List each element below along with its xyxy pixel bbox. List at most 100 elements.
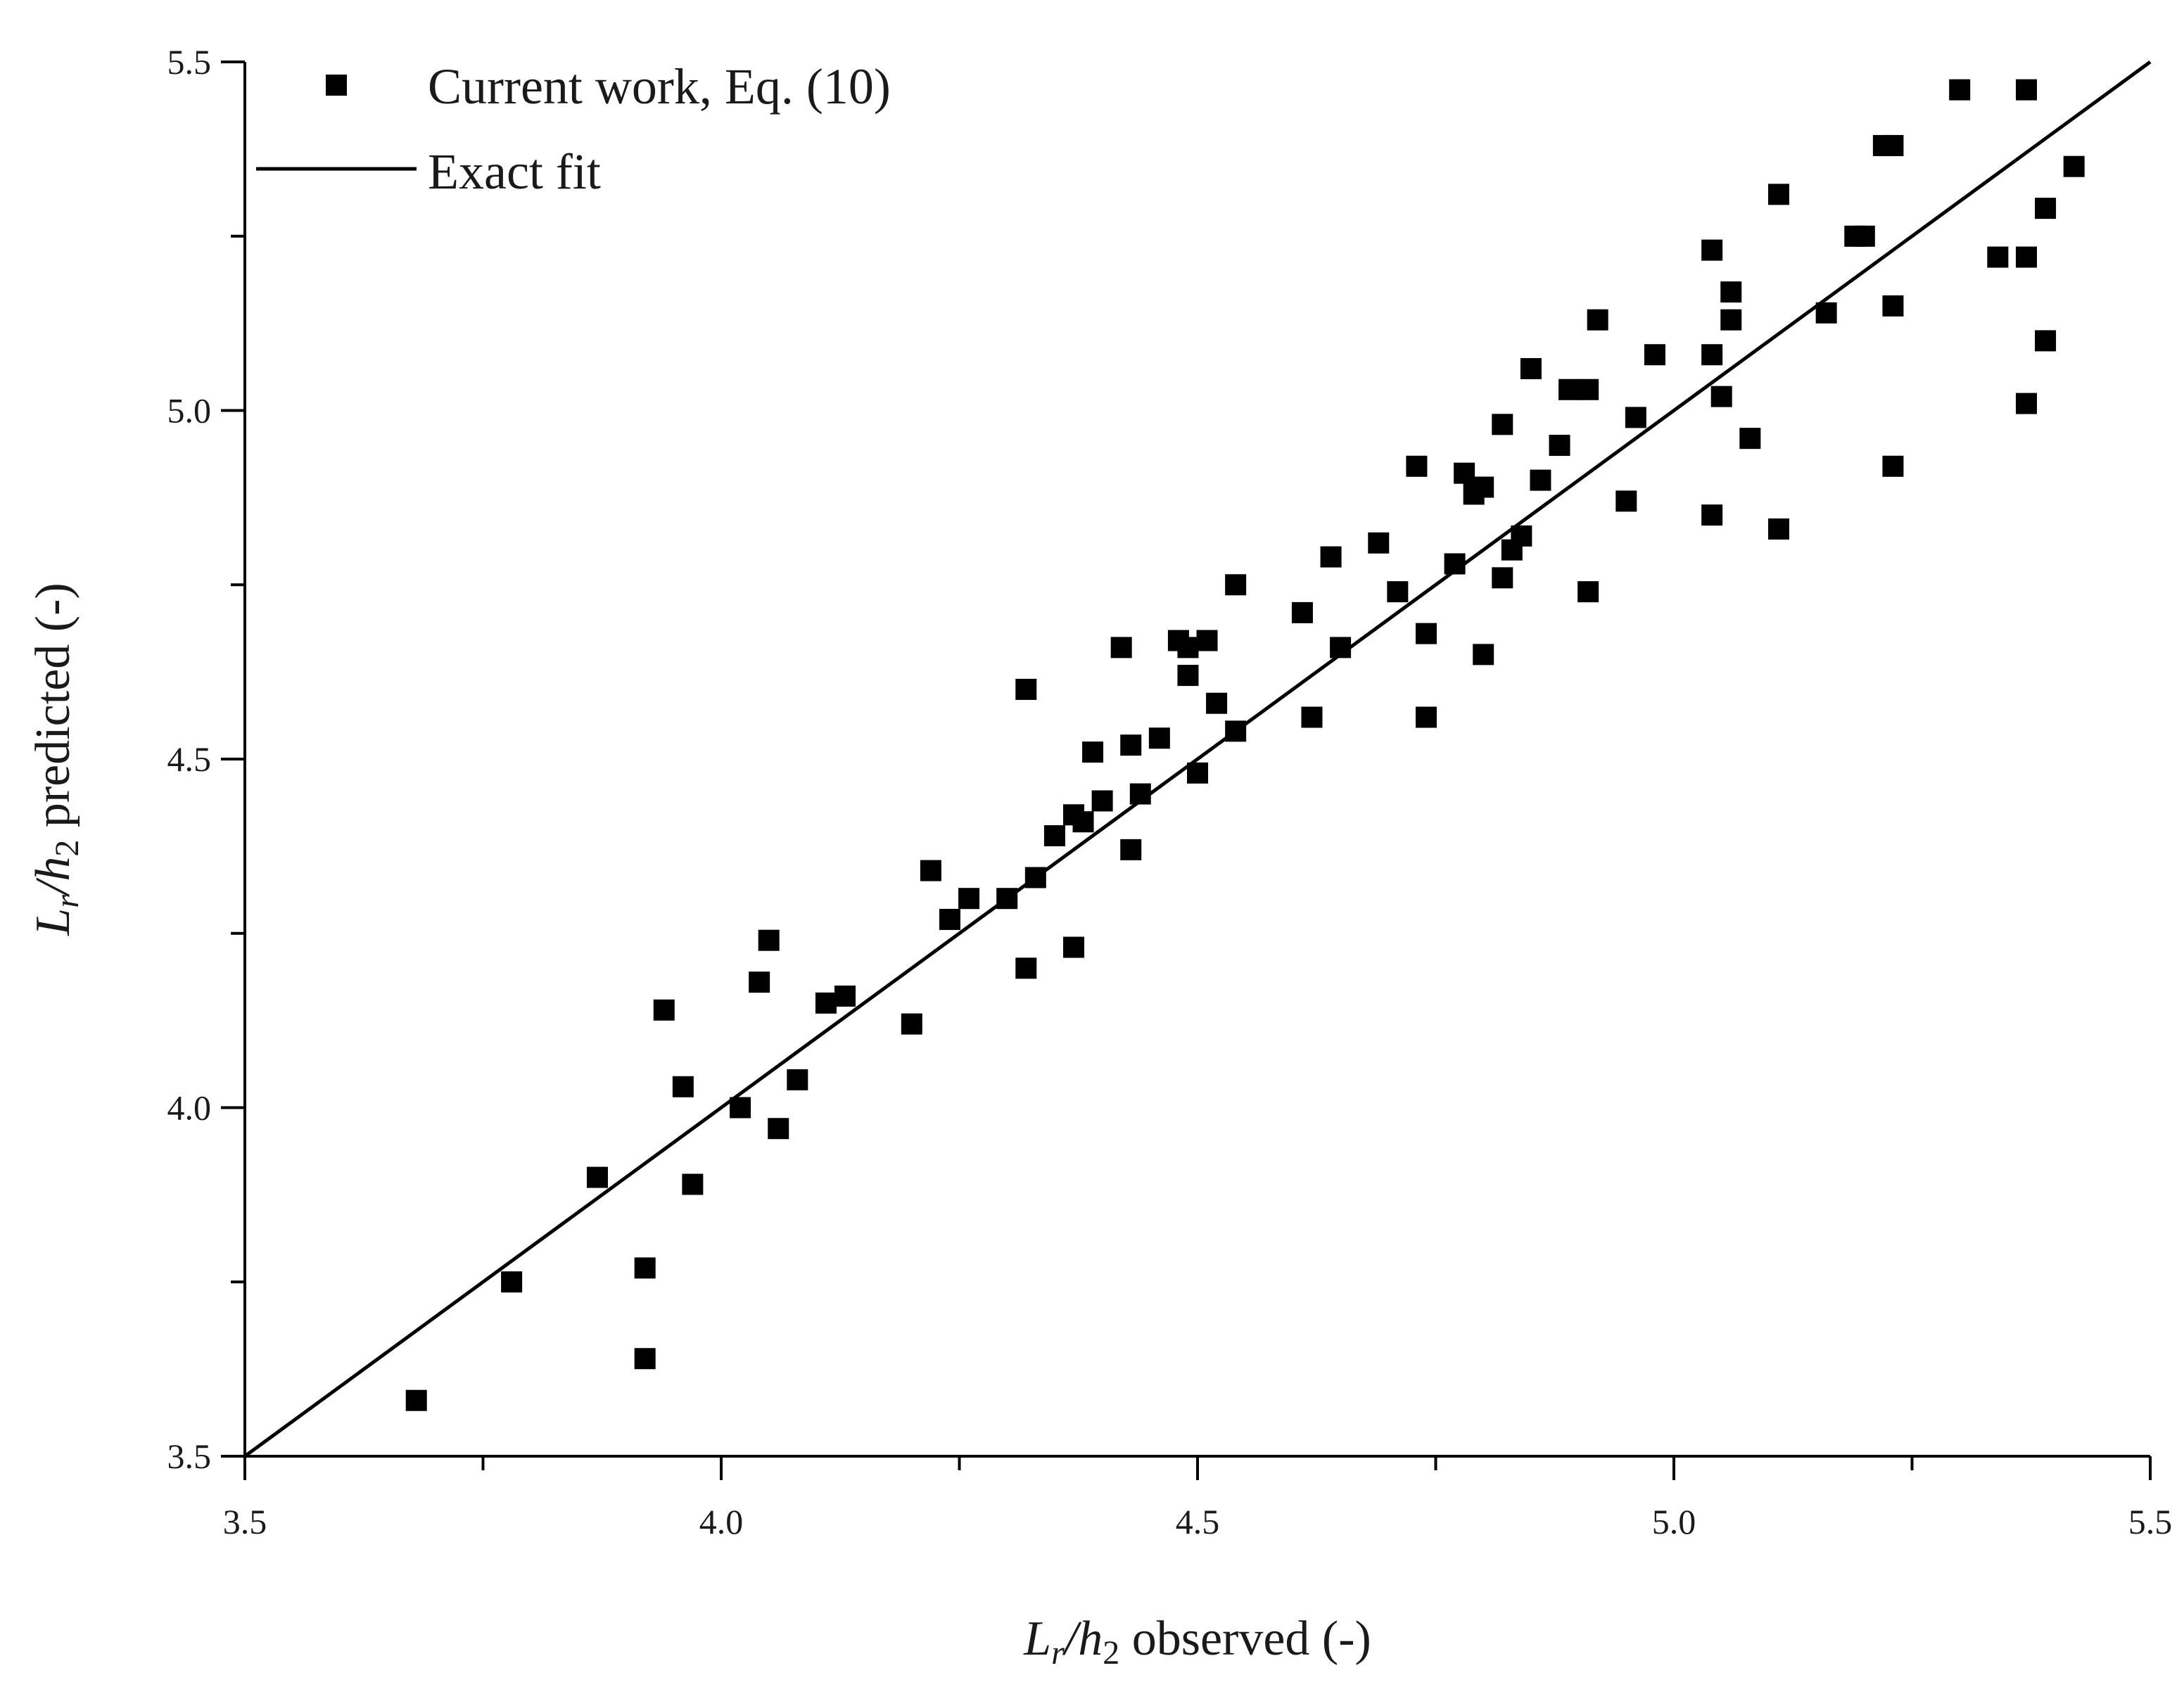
data-point — [1987, 246, 2009, 268]
data-point — [586, 1166, 608, 1188]
data-point — [1206, 692, 1228, 714]
data-point — [1082, 741, 1104, 763]
data-point — [1720, 309, 1742, 331]
ticks: 3.5 4.0 4.5 5.0 5.5 3.5 4.0 4.5 5.0 5.5 — [167, 42, 2173, 1541]
data-point — [1853, 225, 1875, 247]
data-point — [1415, 623, 1437, 644]
x-tick-label: 4.0 — [699, 1502, 744, 1541]
data-point — [653, 999, 675, 1021]
data-point — [1701, 344, 1723, 366]
data-point — [1406, 455, 1428, 477]
data-point — [1024, 867, 1046, 889]
data-point — [901, 1013, 922, 1035]
legend: Current work, Eq. (10) Exact fit — [256, 58, 891, 200]
data-point — [749, 972, 770, 993]
data-point — [1644, 344, 1665, 366]
data-point — [1177, 637, 1199, 658]
data-point — [1587, 309, 1608, 331]
data-point — [1387, 581, 1409, 603]
data-point — [1444, 553, 1466, 575]
data-point — [1091, 790, 1113, 812]
data-point — [1739, 428, 1761, 450]
x-tick-label: 5.0 — [1652, 1502, 1696, 1541]
data-point — [1330, 637, 1352, 658]
y-tick-label: 4.5 — [167, 739, 212, 779]
data-point — [1062, 936, 1084, 958]
x-tick-label: 3.5 — [223, 1502, 267, 1541]
data-point — [501, 1271, 523, 1293]
legend-label-scatter: Current work, Eq. (10) — [428, 58, 891, 115]
data-point — [1015, 957, 1037, 979]
data-point — [996, 888, 1018, 910]
data-point — [1882, 134, 1904, 156]
data-point — [1767, 184, 1789, 205]
data-point — [1454, 462, 1475, 484]
data-point — [1129, 783, 1151, 805]
data-point — [1530, 469, 1551, 491]
y-tick-label: 4.0 — [167, 1088, 212, 1128]
data-point — [1225, 574, 1247, 596]
data-point — [672, 1076, 694, 1097]
data-point — [815, 992, 837, 1014]
data-point — [1291, 601, 1313, 623]
data-point — [2015, 79, 2037, 101]
data-point — [1492, 414, 1513, 435]
data-point — [958, 888, 980, 910]
data-point — [1767, 518, 1789, 540]
data-point — [1549, 435, 1570, 457]
data-point — [1511, 525, 1532, 547]
data-point — [1072, 811, 1094, 833]
data-point — [1301, 706, 1323, 728]
data-point — [1882, 455, 1904, 477]
data-point — [1520, 358, 1542, 380]
data-point — [1196, 630, 1218, 651]
data-point — [634, 1348, 656, 1370]
data-point — [920, 860, 941, 881]
data-point — [787, 1069, 808, 1090]
data-point — [2063, 155, 2085, 177]
data-point — [1949, 79, 1971, 101]
data-point — [730, 1097, 751, 1119]
plot-area — [243, 60, 2152, 1458]
axis-titles: Lr/h2 observed (-) Lr/h2 predicted (-) — [26, 582, 1371, 1671]
data-point — [1701, 239, 1723, 261]
data-point — [1415, 706, 1437, 728]
data-point — [2035, 198, 2057, 219]
data-point — [1187, 762, 1208, 784]
data-point — [682, 1173, 704, 1195]
exact-fit-line — [243, 60, 2152, 1458]
data-point — [939, 908, 960, 930]
data-point — [1882, 295, 1904, 317]
data-point — [1473, 644, 1494, 666]
data-point — [1120, 839, 1142, 860]
data-point — [1368, 532, 1390, 554]
data-point — [634, 1257, 656, 1279]
data-point — [758, 929, 780, 951]
data-point — [1558, 378, 1580, 400]
data-point — [768, 1118, 789, 1140]
data-point — [834, 985, 856, 1007]
data-point — [2015, 246, 2037, 268]
data-point — [1320, 546, 1342, 568]
data-point — [1720, 281, 1742, 303]
y-axis-title: Lr/h2 predicted (-) — [26, 582, 86, 936]
legend-marker-square — [326, 75, 347, 96]
x-tick-label: 5.5 — [2128, 1502, 2173, 1541]
data-point — [2015, 393, 2037, 414]
data-point — [1110, 637, 1132, 658]
data-point — [1473, 476, 1494, 498]
data-point — [405, 1389, 427, 1411]
data-point — [1701, 504, 1723, 526]
data-point — [1815, 302, 1837, 324]
data-point — [1577, 378, 1599, 400]
legend-label-line: Exact fit — [428, 144, 601, 200]
x-tick-label: 4.5 — [1176, 1502, 1220, 1541]
data-point — [1043, 825, 1065, 847]
data-point — [1625, 407, 1646, 428]
y-tick-label: 5.0 — [167, 391, 212, 431]
data-point — [1615, 490, 1637, 512]
data-point — [1492, 567, 1513, 589]
y-tick-label: 5.5 — [167, 42, 212, 82]
